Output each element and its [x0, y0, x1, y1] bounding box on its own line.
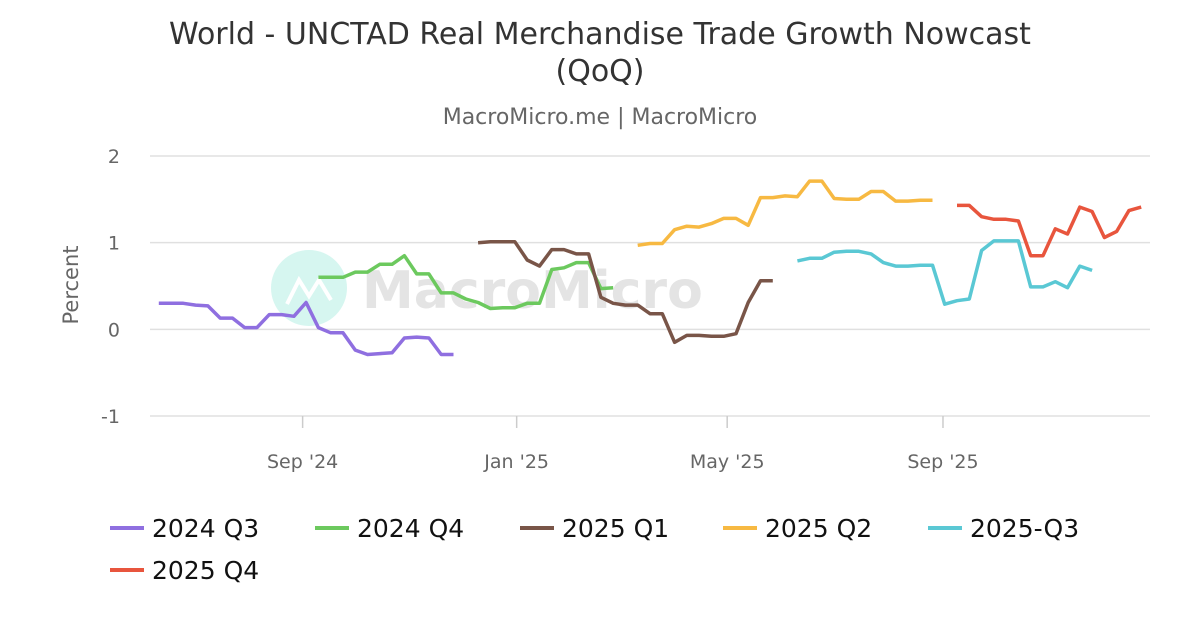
legend-item[interactable]: 2024 Q3 — [110, 514, 259, 543]
y-axis-label: Percent — [59, 245, 83, 324]
series-line-2025-q4 — [957, 203, 1142, 258]
legend-item[interactable]: 2025 Q4 — [110, 556, 259, 585]
watermark-logo-mark — [285, 275, 333, 305]
series-line-2025-q2 — [637, 179, 933, 248]
legend-label: 2025 Q2 — [765, 514, 872, 543]
y-tick-label: 1 — [108, 233, 120, 255]
series-line-2024-q4 — [318, 253, 614, 311]
legend-label: 2024 Q4 — [357, 514, 464, 543]
legend-label: 2025 Q4 — [152, 556, 259, 585]
y-tick-label: 2 — [108, 146, 120, 168]
chart-subtitle: MacroMicro.me | MacroMicro — [443, 105, 758, 130]
chart-title-line2: (QoQ) — [556, 54, 645, 89]
y-tick-label: 0 — [108, 319, 120, 341]
legend-item[interactable]: 2025-Q3 — [928, 514, 1079, 543]
chart-title: World - UNCTAD Real Merchandise Trade Gr… — [169, 17, 1031, 52]
x-tick-label: Jan '25 — [483, 451, 549, 473]
watermark-logo — [271, 250, 347, 326]
legend-item[interactable]: 2024 Q4 — [315, 514, 464, 543]
series-line-2024-q3 — [158, 300, 454, 357]
legend-label: 2025-Q3 — [970, 514, 1079, 543]
legend: 2024 Q3 2024 Q4 2025 Q1 2025 Q2 2025-Q3 2025 … — [110, 514, 1079, 585]
series-lines — [158, 179, 1142, 357]
legend-item[interactable]: 2025 Q2 — [723, 514, 872, 543]
y-tick-label: -1 — [101, 406, 120, 428]
legend-label: 2025 Q1 — [562, 514, 669, 543]
x-axis-ticks: Sep '24 Jan '25 May '25 Sep '25 — [267, 416, 979, 473]
legend-label: 2024 Q3 — [152, 514, 259, 543]
series-line-2025-q3 — [797, 239, 1093, 306]
x-tick-label: Sep '24 — [267, 451, 338, 473]
x-tick-label: Sep '25 — [907, 451, 978, 473]
watermark: MacroMicro — [271, 250, 703, 326]
gridlines — [150, 155, 1150, 417]
x-tick-label: May '25 — [690, 451, 765, 473]
y-axis-ticks: 2 1 0 -1 — [101, 146, 120, 428]
legend-item[interactable]: 2025 Q1 — [520, 514, 669, 543]
series-line-2025-q1 — [477, 240, 773, 345]
